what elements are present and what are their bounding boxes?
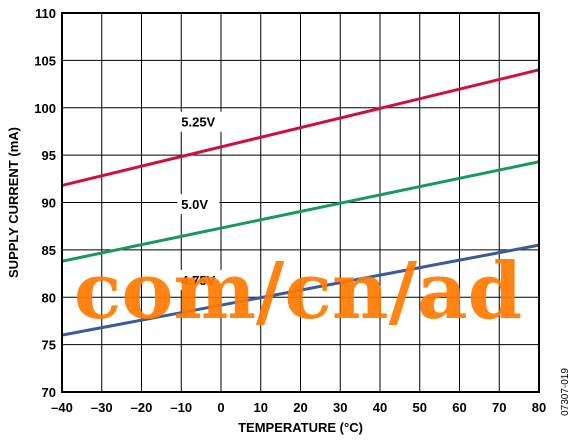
x-tick-labels: –40 –30 –20 –10 0 10 20 30 40 50 60 70 80 xyxy=(51,400,546,415)
y-tick-label: 75 xyxy=(42,338,56,353)
y-tick-label: 100 xyxy=(34,101,56,116)
x-tick-label: –30 xyxy=(91,400,113,415)
y-tick-label: 85 xyxy=(42,243,56,258)
y-tick-label: 95 xyxy=(42,148,56,163)
x-tick-label: 70 xyxy=(492,400,506,415)
x-tick-label: 0 xyxy=(217,400,224,415)
y-tick-label: 80 xyxy=(42,290,56,305)
series-label: 5.25V xyxy=(181,115,215,130)
x-tick-label: 30 xyxy=(333,400,347,415)
x-tick-label: 80 xyxy=(532,400,546,415)
x-tick-label: –20 xyxy=(131,400,153,415)
x-tick-label: –10 xyxy=(170,400,192,415)
series-label: 5.0V xyxy=(181,197,208,212)
series-labels: 5.25V 5.0V 4.75V xyxy=(177,111,228,290)
series-line xyxy=(61,243,540,337)
series-line xyxy=(61,68,540,187)
x-tick-label: 20 xyxy=(293,400,307,415)
y-tick-labels: 70 75 80 85 90 95 100 105 110 xyxy=(34,6,56,400)
series-label-bg xyxy=(177,269,228,290)
x-tick-label: 60 xyxy=(452,400,466,415)
watermark-text: com/cn/ad xyxy=(74,246,522,337)
series-label-bg xyxy=(177,194,220,215)
x-axis-label: TEMPERATURE (°C) xyxy=(238,420,363,435)
series-lines xyxy=(61,68,540,337)
y-tick-label: 110 xyxy=(35,6,56,21)
plot-frame xyxy=(61,12,540,393)
x-tick-label: 50 xyxy=(413,400,427,415)
y-tick-label: 70 xyxy=(42,385,56,400)
y-axis-label: SUPPLY CURRENT (mA) xyxy=(6,127,21,278)
x-tick-label: 40 xyxy=(373,400,387,415)
series-label: 4.75V xyxy=(181,273,215,288)
x-tick-label: –40 xyxy=(51,400,73,415)
series-label-bg xyxy=(177,111,228,132)
y-tick-label: 90 xyxy=(42,196,56,211)
figure-code: 07307-019 xyxy=(560,368,571,416)
x-tick-label: 10 xyxy=(254,400,268,415)
y-tick-label: 105 xyxy=(34,53,56,68)
series-line xyxy=(61,160,540,263)
